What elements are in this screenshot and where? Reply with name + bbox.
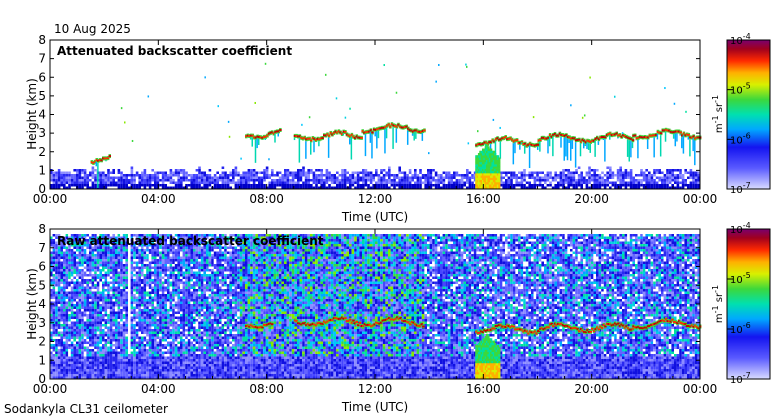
heatmap-attenuated	[50, 62, 702, 189]
heatmap-raw	[50, 234, 702, 379]
y-tick-label: 8	[38, 222, 46, 236]
colorbar-unit-2: m-1 sr-1	[711, 285, 725, 323]
y-tick-label: 0	[38, 372, 46, 386]
y-tick-label: 3	[38, 126, 46, 140]
x-axis-label-1: Time (UTC)	[341, 210, 408, 224]
y-axis-label-1: Height (km)	[25, 78, 39, 149]
y-tick-label: 0	[38, 182, 46, 196]
x-tick-label: 08:00	[249, 382, 284, 396]
y-tick-label: 2	[38, 145, 46, 159]
x-tick-label: 12:00	[358, 382, 393, 396]
colorbar-2: 10-410-510-610-7 m-1 sr-1	[711, 221, 771, 386]
x-tick-label: 20:00	[574, 192, 609, 206]
y-tick-label: 2	[38, 335, 46, 349]
x-tick-label: 00:00	[683, 192, 718, 206]
x-tick-label: 00:00	[33, 192, 68, 206]
y-tick-label: 7	[38, 241, 46, 255]
y-tick-label: 1	[38, 163, 46, 177]
panel-attenuated: Attenuated backscatter coefficient 0 1 2 3 4…	[25, 33, 717, 224]
y-tick-label: 6	[38, 70, 46, 84]
panel-title-1: Attenuated backscatter coefficient	[57, 44, 292, 58]
y-tick-label: 5	[38, 278, 46, 292]
x-tick-label: 16:00	[466, 382, 501, 396]
instrument-label: Sodankyla CL31 ceilometer	[4, 402, 168, 416]
colorbar-unit-1: m-1 sr-1	[711, 95, 725, 133]
y-tick-label: 4	[38, 297, 46, 311]
x-tick-label: 04:00	[141, 382, 176, 396]
panel-raw: Raw attenuated backscatter coefficient 0…	[25, 222, 717, 414]
plot-area-1	[50, 40, 700, 189]
x-tick-label: 20:00	[574, 382, 609, 396]
x-tick-label: 12:00	[358, 192, 393, 206]
x-tick-label: 16:00	[466, 192, 501, 206]
y-axis-label-2: Height (km)	[25, 268, 39, 339]
date-label: 10 Aug 2025	[54, 22, 131, 36]
colorbar-1: 10-410-510-610-7 m-1 sr-1	[711, 32, 771, 196]
y-tick-label: 6	[38, 260, 46, 274]
axes-1: 0 1 2 3 4 5 6 7 8 00:00 04:00 08:00 12:00 16:00 20:00 0…	[33, 33, 718, 206]
y-tick-label: 7	[38, 52, 46, 66]
x-tick-label: 04:00	[141, 192, 176, 206]
x-tick-label: 00:00	[683, 382, 718, 396]
colorbar-gradient-2	[726, 228, 771, 380]
x-axis-label-2: Time (UTC)	[341, 400, 408, 414]
x-tick-label: 08:00	[249, 192, 284, 206]
y-tick-label: 4	[38, 108, 46, 122]
y-tick-label: 3	[38, 316, 46, 330]
colorbar-gradient-1	[726, 39, 771, 190]
axes-2: 0 1 2 3 4 5 6 7 8 00:00 04:00 08:00 12:00 16:00 20:00 0…	[33, 222, 718, 396]
x-tick-label: 00:00	[33, 382, 68, 396]
y-tick-label: 8	[38, 33, 46, 47]
panel-title-2: Raw attenuated backscatter coefficient	[57, 234, 324, 248]
y-tick-label: 5	[38, 89, 46, 103]
y-tick-label: 1	[38, 353, 46, 367]
